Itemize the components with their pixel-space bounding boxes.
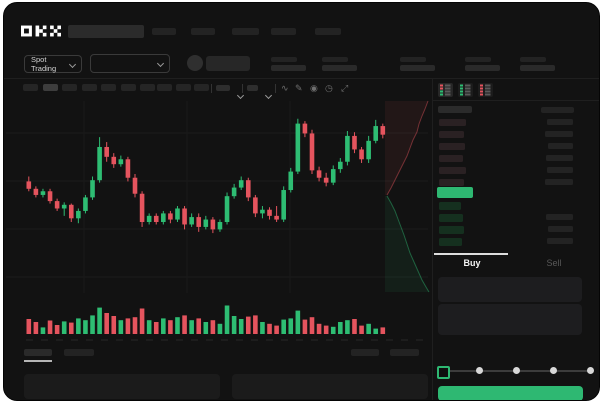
panel-divider <box>432 78 433 400</box>
ticker-stat-label <box>520 57 546 62</box>
bid-row-amount[interactable] <box>547 238 573 244</box>
line-style-icon[interactable]: ∿ <box>281 83 289 93</box>
nav-item-placeholder[interactable] <box>191 28 215 35</box>
timeframe-button[interactable] <box>82 84 97 91</box>
okx-logo <box>21 25 61 37</box>
timeframe-button[interactable] <box>43 84 58 91</box>
book-asks-icon[interactable] <box>478 83 493 97</box>
toolbar-dropdown[interactable] <box>247 85 258 91</box>
bid-row-price[interactable] <box>439 202 461 210</box>
ask-row-amount[interactable] <box>546 155 573 161</box>
bid-row-price[interactable] <box>439 214 463 222</box>
bottom-panel-left <box>24 374 220 399</box>
bottom-panel-right <box>232 374 428 399</box>
buy-submit-button[interactable] <box>438 386 583 400</box>
ask-row-amount[interactable] <box>545 131 573 137</box>
screenshot-icon[interactable]: ◉ <box>310 83 318 93</box>
market-type-dropdown[interactable]: Spot Trading <box>24 55 82 73</box>
bid-row-amount[interactable] <box>548 226 573 232</box>
nav-item-placeholder[interactable] <box>232 28 259 35</box>
app-window: Spot Trading ∿ ✎ ◉ ◷ ⤢ Buy Sell <box>3 2 600 401</box>
draw-icon[interactable]: ✎ <box>295 83 303 93</box>
ask-row-price[interactable] <box>439 119 466 126</box>
nav-item-placeholder[interactable] <box>315 28 341 35</box>
candles <box>26 118 386 234</box>
tab-buy[interactable]: Buy <box>463 258 481 268</box>
timeframe-button[interactable] <box>23 84 38 91</box>
ticker-stat-value <box>520 65 555 71</box>
history-icon[interactable]: ◷ <box>325 83 333 93</box>
toolbar-separator <box>242 84 243 93</box>
ticker-stat-label <box>400 57 426 62</box>
toolbar-separator <box>275 84 276 93</box>
nav-item-placeholder[interactable] <box>152 28 176 35</box>
market-type-label: Spot Trading <box>31 55 57 73</box>
ticker-stat-value <box>400 65 435 71</box>
timeframe-button[interactable] <box>62 84 77 91</box>
book-bids-icon[interactable] <box>458 83 473 97</box>
timeframe-button[interactable] <box>157 84 172 91</box>
ask-row-price[interactable] <box>439 131 464 138</box>
header-divider <box>4 78 599 79</box>
slider-stop-dot[interactable] <box>475 367 483 374</box>
timeframe-button[interactable] <box>140 84 155 91</box>
ask-row-amount[interactable] <box>547 167 573 173</box>
bottom-action[interactable] <box>351 349 379 356</box>
token-avatar <box>187 55 203 71</box>
bottom-tab[interactable] <box>64 349 94 356</box>
ticker-stat-label <box>322 57 348 62</box>
bid-row-amount[interactable] <box>546 214 573 220</box>
ticker-stat-value <box>271 65 306 71</box>
ask-row-amount[interactable] <box>548 143 573 149</box>
chevron-down-icon <box>68 60 77 68</box>
toolbar-separator <box>211 84 212 93</box>
slider-stop-dot[interactable] <box>549 367 557 374</box>
bid-row-price[interactable] <box>439 238 462 246</box>
timeframe-button[interactable] <box>101 84 116 91</box>
price-input[interactable] <box>438 277 582 302</box>
amount-slider-handle[interactable] <box>437 366 450 379</box>
ask-row-amount[interactable] <box>547 119 573 125</box>
ask-row-price[interactable] <box>439 143 465 150</box>
depth-overlay <box>385 100 430 293</box>
chevron-down-icon <box>156 59 165 68</box>
candlestick-chart[interactable] <box>4 99 432 347</box>
bid-row-price[interactable] <box>439 226 464 234</box>
search-input[interactable] <box>68 25 144 38</box>
ticker-stat-value <box>465 65 500 71</box>
buy-tab-indicator <box>434 253 508 255</box>
timeframe-button[interactable] <box>121 84 136 91</box>
ask-row-amount[interactable] <box>545 179 573 185</box>
ticker-stat-value <box>322 65 357 71</box>
ask-row-price[interactable] <box>439 155 463 162</box>
orderbook-divider <box>433 100 599 101</box>
amount-input[interactable] <box>438 304 582 335</box>
timeframe-button[interactable] <box>194 84 209 91</box>
tab-sell[interactable]: Sell <box>546 258 562 268</box>
slider-stop-dot[interactable] <box>512 367 520 374</box>
bottom-tab-active[interactable] <box>24 349 52 356</box>
ask-row-price[interactable] <box>439 179 464 186</box>
orderbook-header-amount <box>541 107 574 113</box>
pair-selector-dropdown[interactable] <box>90 54 170 73</box>
slider-stop-dot[interactable] <box>586 367 594 374</box>
ask-row-price[interactable] <box>439 167 466 174</box>
last-price-badge[interactable] <box>437 187 473 198</box>
bottom-action[interactable] <box>390 349 419 356</box>
volume-bars <box>26 305 386 334</box>
toolbar-dropdown[interactable] <box>216 85 230 91</box>
ticker-stat-label <box>465 57 491 62</box>
book-combined-icon[interactable] <box>438 83 453 97</box>
ticker-stat-label <box>271 57 297 62</box>
pair-name-placeholder[interactable] <box>206 56 250 71</box>
fullscreen-icon[interactable]: ⤢ <box>341 83 349 93</box>
timeframe-button[interactable] <box>176 84 191 91</box>
bottom-tab-underline <box>24 360 52 362</box>
nav-item-placeholder[interactable] <box>271 28 296 35</box>
orderbook-header-price <box>438 106 472 113</box>
